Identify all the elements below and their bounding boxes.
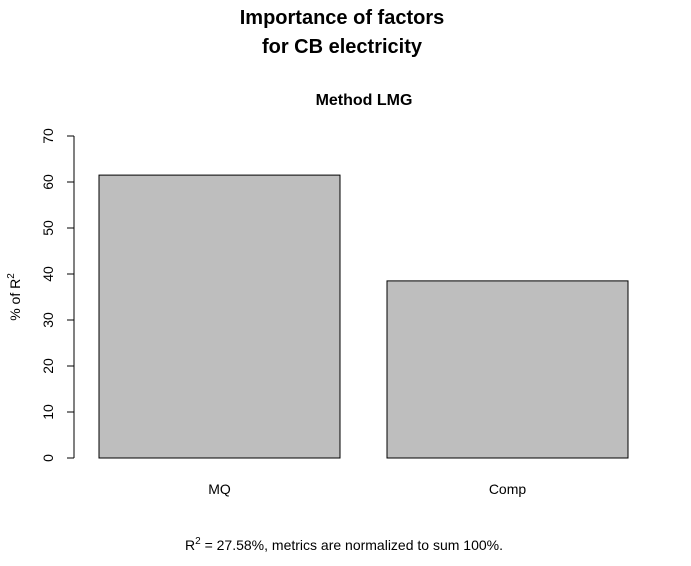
y-tick-label: 30 — [40, 312, 56, 328]
chart-title-line-2: for CB electricity — [262, 36, 423, 58]
y-tick-label: 40 — [40, 266, 56, 282]
svg-text:% of R2: % of R2 — [6, 273, 23, 321]
y-axis-title-text: % of R — [7, 279, 23, 321]
footnote-text: = 27.58%, metrics are normalized to sum … — [201, 537, 503, 553]
y-tick-label: 60 — [40, 174, 56, 190]
chart-title-line-1: Importance of factors — [240, 7, 444, 29]
footnote-r: R — [185, 537, 195, 553]
footnote: R2 = 27.58%, metrics are normalized to s… — [185, 536, 503, 553]
x-tick-label: MQ — [208, 481, 231, 497]
bar-comp — [386, 280, 629, 459]
y-axis-title-superscript: 2 — [6, 273, 17, 279]
bar-mq — [98, 174, 341, 459]
x-tick-label: Comp — [489, 481, 527, 497]
x-axis-labels: MQ Comp — [208, 481, 526, 497]
y-tick-label: 10 — [40, 404, 56, 420]
footnote-superscript: 2 — [195, 536, 201, 547]
y-axis-title: % of R2 — [6, 273, 23, 321]
bars — [98, 174, 629, 459]
y-tick-label: 70 — [40, 128, 56, 144]
y-tick-label: 0 — [40, 454, 56, 462]
y-axis: 0 10 20 30 40 50 60 70 — [40, 128, 75, 462]
y-tick-label: 50 — [40, 220, 56, 236]
y-tick-label: 20 — [40, 358, 56, 374]
chart-subtitle: Method LMG — [316, 92, 413, 109]
